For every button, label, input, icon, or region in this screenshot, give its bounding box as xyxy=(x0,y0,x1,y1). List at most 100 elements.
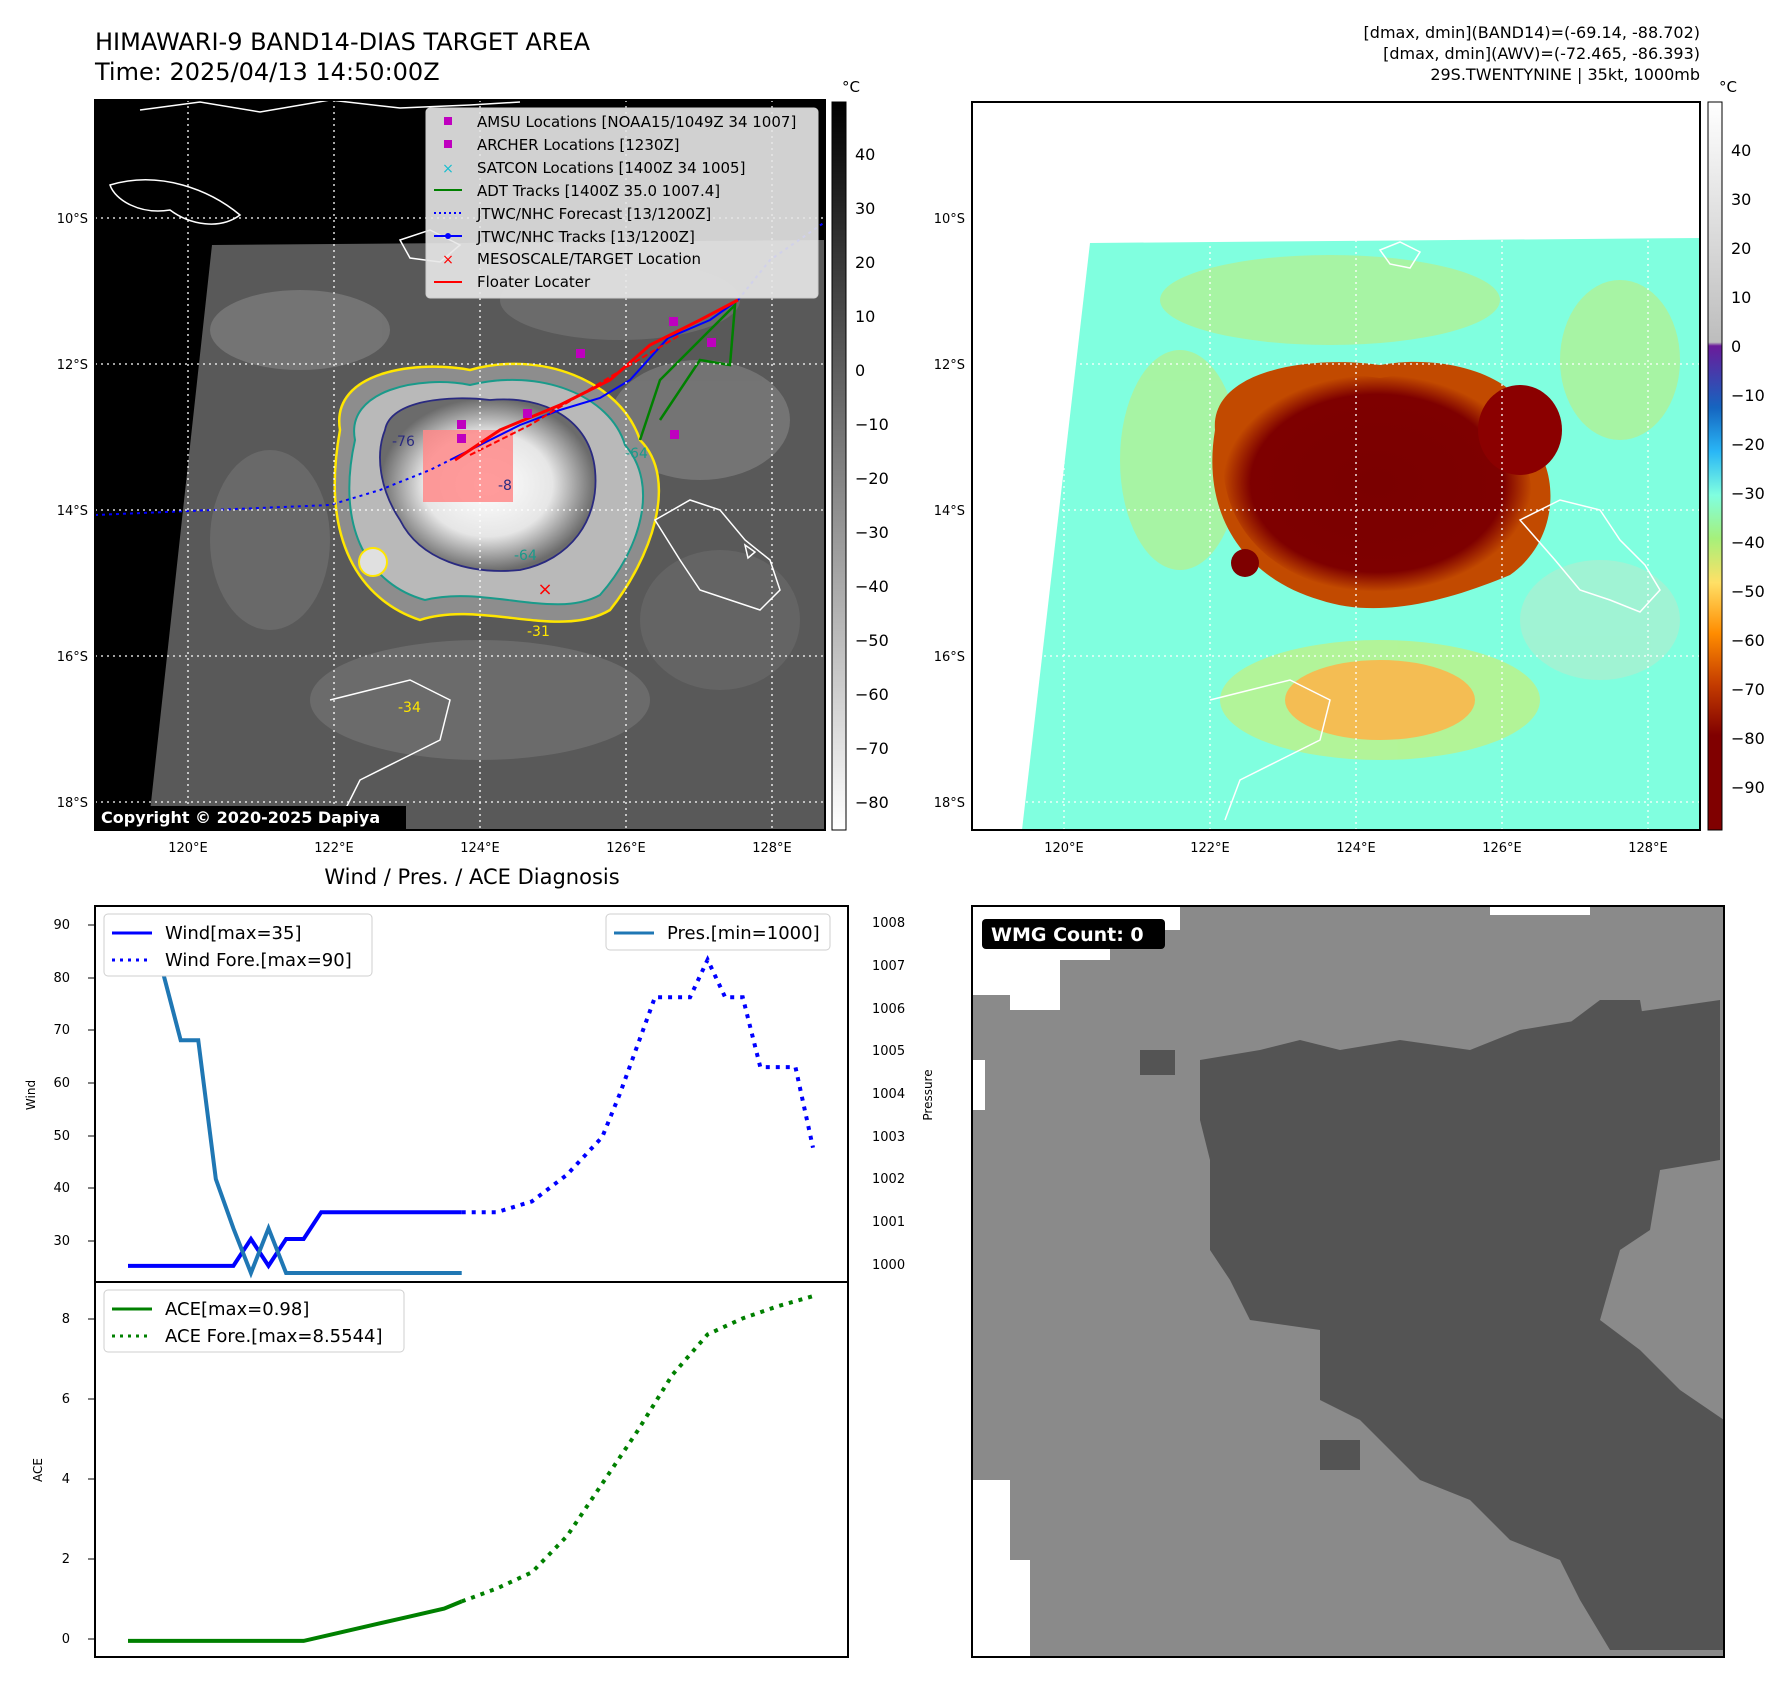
legend-marker-archer xyxy=(444,140,452,148)
map-legend: AMSU Locations [NOAA15/1049Z 34 1007] AR… xyxy=(425,107,819,299)
lat-label: 16°S xyxy=(934,650,965,665)
right-map-lon-labels: 120°E 122°E 124°E 126°E 128°E xyxy=(1044,841,1668,856)
series-line-ace-0 xyxy=(128,1599,463,1643)
wind-y-tick: 70 xyxy=(53,1023,70,1038)
colorbar-tick: −10 xyxy=(855,415,889,434)
info-awv: [dmax, dmin](AWV)=(-72.465, -86.393) xyxy=(1383,44,1700,63)
right-map-lat-labels: 10°S 12°S 14°S 16°S 18°S xyxy=(934,212,965,811)
lat-label: 18°S xyxy=(57,796,88,811)
legend-marker-target: × xyxy=(442,252,454,268)
ace-y-ticks: 8 6 4 2 0 xyxy=(62,1312,70,1647)
colorbar-tick: 30 xyxy=(1731,190,1751,209)
colorbar-tick: −30 xyxy=(855,523,889,542)
colorbar-tick: −60 xyxy=(1731,631,1765,650)
contour-label: -76 xyxy=(392,434,415,450)
awv-core xyxy=(1222,374,1532,592)
colorbar-tick: −40 xyxy=(855,577,889,596)
ace-y-tick: 0 xyxy=(62,1632,70,1647)
wmg-clear-bottom-left xyxy=(972,1480,1030,1657)
colorbar-tick: −30 xyxy=(1731,484,1765,503)
lon-label: 122°E xyxy=(314,841,354,856)
colorbar-unit: °C xyxy=(842,78,860,96)
lon-label: 128°E xyxy=(1628,841,1668,856)
right-colorbar-ticks: 40 30 20 10 0 −10 −20 −30 −40 −50 −60 −7… xyxy=(1731,141,1765,797)
legend-label: JTWC/NHC Tracks [13/1200Z] xyxy=(476,228,695,246)
lat-label: 14°S xyxy=(57,504,88,519)
legend-label: SATCON Locations [1400Z 34 1005] xyxy=(477,159,745,177)
colorbar-colored xyxy=(1707,101,1723,831)
legend-marker-satcon: × xyxy=(442,161,454,177)
lat-label: 18°S xyxy=(934,796,965,811)
floater-track xyxy=(454,298,739,462)
wind-y-tick: 40 xyxy=(53,1181,70,1196)
colorbar-tick: 20 xyxy=(1731,239,1751,258)
lat-label: 12°S xyxy=(57,358,88,373)
wmg-panel: WMG Count: 0 xyxy=(971,905,1725,1658)
pressure-y-tick: 1008 xyxy=(872,916,905,931)
colorbar-tick: −60 xyxy=(855,685,889,704)
colorbar-tick: −90 xyxy=(1731,778,1765,797)
wmg-dark-region xyxy=(1200,1000,1724,1650)
wind-legend: Wind[max=35] Wind Fore.[max=90] xyxy=(103,913,373,977)
contour-small-cell xyxy=(358,547,388,577)
colorbar-tick: 30 xyxy=(855,199,875,218)
ace-series-layer xyxy=(128,1294,814,1643)
wind-y-tickmarks xyxy=(88,924,95,1242)
legend-label: ARCHER Locations [1230Z] xyxy=(477,136,680,154)
wmg-count-badge xyxy=(982,919,1165,949)
lon-label: 128°E xyxy=(752,841,792,856)
left-colorbar: °C 40 30 20 10 0 −10 −20 −30 −40 −50 −60… xyxy=(831,78,889,831)
ace-y-tick: 4 xyxy=(62,1472,70,1487)
legend-marker-track-dot xyxy=(445,233,451,239)
map-frame xyxy=(971,101,1701,831)
archer-points xyxy=(457,317,716,443)
pressure-y-tick: 1003 xyxy=(872,1130,905,1145)
pressure-y-tick: 1001 xyxy=(872,1215,905,1230)
wind-y-tick: 30 xyxy=(53,1234,70,1249)
ace-y-label: ACE xyxy=(31,1458,45,1482)
map-frame xyxy=(94,99,826,831)
lat-label: 10°S xyxy=(57,212,88,227)
colorbar-tick: 0 xyxy=(1731,337,1741,356)
lon-label: 126°E xyxy=(606,841,646,856)
lat-label: 14°S xyxy=(934,504,965,519)
colorbar-tick: 20 xyxy=(855,253,875,272)
copyright-text: Copyright © 2020-2025 Dapiya xyxy=(101,808,380,827)
left-colorbar-ticks: 40 30 20 10 0 −10 −20 −30 −40 −50 −60 −7… xyxy=(855,145,889,812)
contour-label: -31 xyxy=(527,624,550,640)
ace-y-tick: 8 xyxy=(62,1312,70,1327)
awv-small-cell xyxy=(1231,549,1259,577)
jtwc-track xyxy=(449,299,739,461)
colorbar-unit: °C xyxy=(1719,78,1737,96)
colorbar-tick: −10 xyxy=(1731,386,1765,405)
lat-label: 12°S xyxy=(934,358,965,373)
pressure-y-tick: 1007 xyxy=(872,959,905,974)
colorbar-tick: 10 xyxy=(1731,288,1751,307)
figure-time: Time: 2025/04/13 14:50:00Z xyxy=(94,58,440,86)
lat-label: 10°S xyxy=(934,212,965,227)
wind-series-layer xyxy=(126,914,815,1279)
colorbar-tick: 40 xyxy=(1731,141,1751,160)
target-marker: × xyxy=(537,579,552,600)
pressure-legend: Pres.[min=1000] xyxy=(605,913,831,951)
left-map-lat-labels: 10°S 12°S 14°S 16°S 18°S xyxy=(57,212,88,811)
series-line-1 xyxy=(461,954,815,1215)
adt-track xyxy=(638,301,737,441)
colorbar-tick: 0 xyxy=(855,361,865,380)
colorbar-tick: −70 xyxy=(1731,680,1765,699)
wind-y-label: Wind xyxy=(24,1080,38,1110)
left-map-lon-labels: 120°E 122°E 124°E 126°E 128°E xyxy=(168,841,792,856)
contour-label: -34 xyxy=(398,700,421,716)
colorbar-tick: 40 xyxy=(855,145,875,164)
lon-label: 120°E xyxy=(168,841,208,856)
wmg-clear-left xyxy=(972,1060,985,1110)
colorbar-tick: −80 xyxy=(855,793,889,812)
jtwc-forecast xyxy=(94,459,451,516)
colorbar-tick: 10 xyxy=(855,307,875,326)
series-line-ace-1 xyxy=(461,1294,814,1604)
pressure-y-tick: 1006 xyxy=(872,1002,905,1017)
wind-y-tick: 60 xyxy=(53,1076,70,1091)
lon-label: 124°E xyxy=(1336,841,1376,856)
legend-label: Wind[max=35] xyxy=(165,923,302,944)
wmg-frame xyxy=(971,905,1725,1658)
